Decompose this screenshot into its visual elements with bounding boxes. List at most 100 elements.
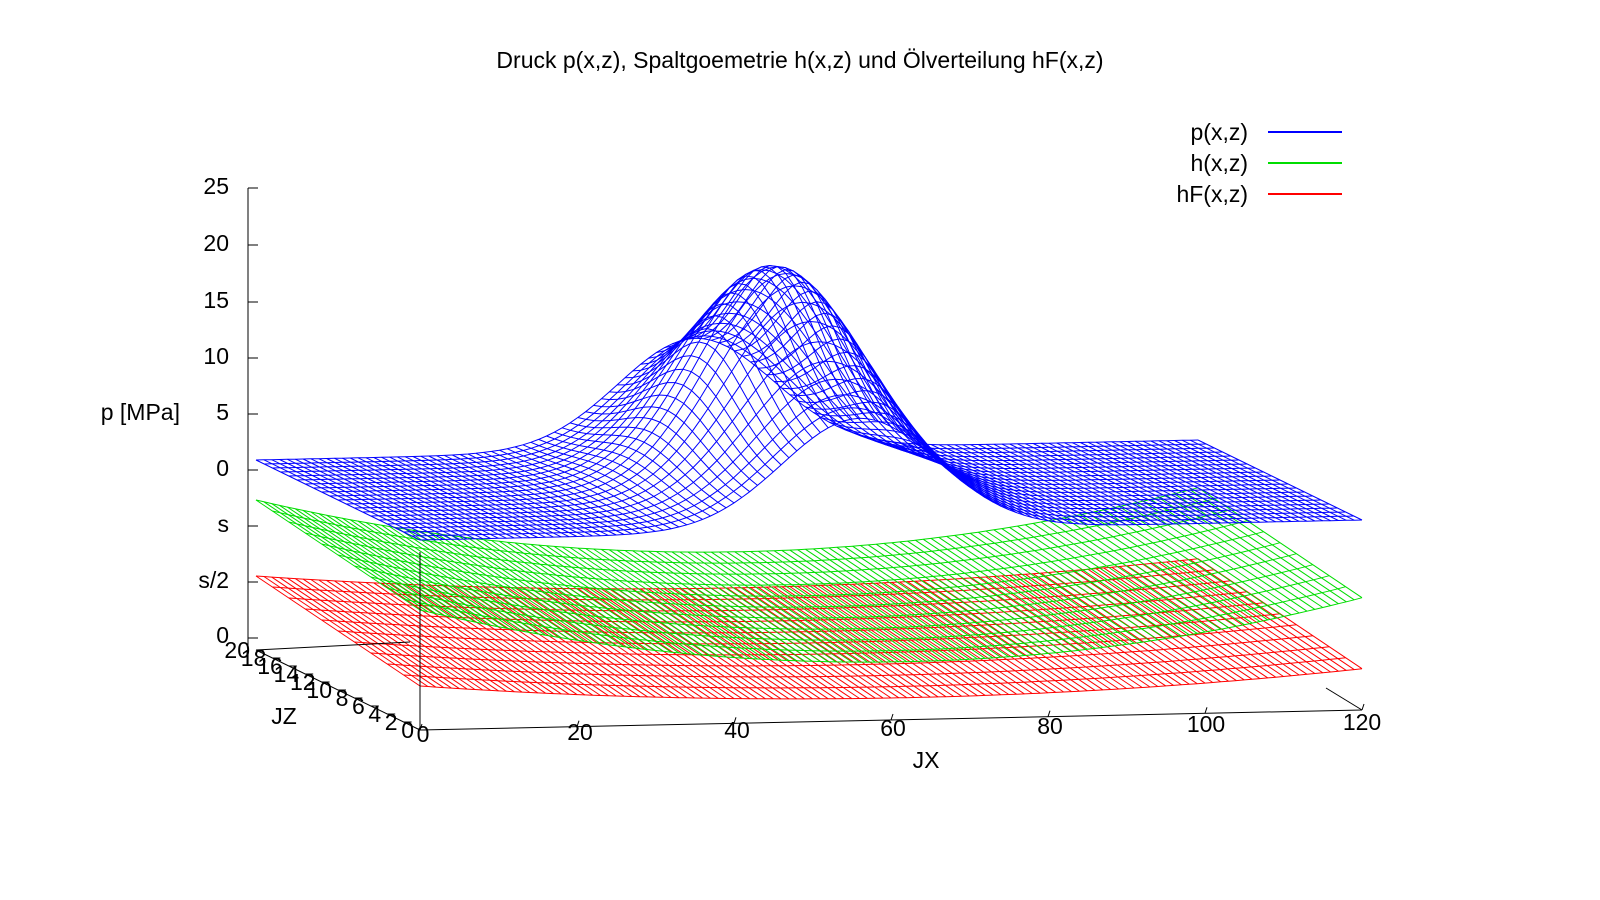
legend-label-h: h(x,z) (1191, 150, 1249, 176)
mesh-line (1025, 573, 1190, 685)
z-tick-label: 20 (203, 230, 229, 256)
mesh-line (554, 587, 719, 699)
x-axis-label: JX (913, 747, 940, 773)
mesh-line (1189, 559, 1355, 671)
x-tick-mark (1361, 703, 1365, 711)
mesh-line (1095, 511, 1261, 622)
mesh-line (766, 550, 931, 662)
mesh-line (1017, 443, 1182, 525)
mesh-line (287, 458, 452, 540)
mesh-line (1111, 507, 1276, 619)
mesh-line (868, 544, 1033, 656)
mesh-line (1056, 442, 1221, 524)
mesh-line (1111, 441, 1276, 523)
mesh-line (271, 459, 436, 541)
mesh-line (365, 582, 531, 693)
mesh-line (797, 585, 962, 697)
y-axis-label: JZ (271, 703, 297, 729)
x-tick-label: 40 (724, 717, 750, 743)
mesh-line (538, 587, 703, 699)
mesh-line (970, 444, 1135, 526)
mesh-line (365, 522, 531, 633)
mesh-line (1134, 440, 1300, 522)
mesh-line (1189, 489, 1355, 601)
mesh-line (593, 588, 758, 700)
mesh-line (554, 431, 719, 513)
mesh-line (514, 446, 680, 528)
mesh-line (734, 551, 900, 663)
mesh-line (381, 582, 546, 694)
mesh-line (264, 335, 1207, 465)
mesh-line (656, 551, 821, 662)
mesh-line (326, 458, 491, 539)
mesh-line (640, 588, 805, 700)
mesh-line (844, 584, 1010, 695)
mesh-line (1025, 524, 1190, 636)
mesh-line (985, 530, 1151, 642)
mesh-line (624, 341, 790, 459)
mesh-line (452, 454, 617, 536)
mesh-line (1064, 517, 1229, 629)
y-tick-label: 2 (385, 709, 398, 735)
mesh-line (962, 533, 1127, 645)
mesh-line (915, 580, 1080, 692)
mesh-line (467, 453, 633, 535)
mesh-line (664, 282, 829, 429)
mesh-line (295, 508, 460, 620)
mesh-line (444, 585, 609, 697)
mesh-line (781, 549, 947, 661)
mesh-line (554, 545, 719, 657)
z-tick-label: s/2 (198, 567, 229, 593)
mesh-line (1158, 440, 1324, 522)
mesh-line (609, 588, 774, 700)
mesh-line (546, 545, 711, 657)
mesh-line (483, 539, 648, 651)
mesh-line (546, 435, 711, 517)
mesh-line (381, 524, 546, 636)
mesh-line (436, 533, 601, 645)
mesh-line (499, 540, 664, 652)
mesh-line (1064, 442, 1229, 524)
y-tick-label: 18 (241, 645, 267, 671)
mesh-line (750, 312, 915, 443)
mesh-line (295, 578, 460, 690)
mesh-line (436, 455, 601, 537)
mesh-line (876, 438, 1041, 520)
mesh-line (797, 549, 962, 661)
mesh-line (349, 457, 515, 539)
mesh-line (671, 588, 837, 700)
mesh-line (1150, 440, 1316, 522)
mesh-line (346, 272, 1289, 505)
mesh-line (1166, 561, 1331, 673)
mesh-line (773, 550, 939, 662)
mesh-line (758, 325, 923, 449)
mesh-line (1197, 439, 1363, 521)
mesh-line (977, 444, 1143, 525)
mesh-line (491, 450, 656, 532)
mesh-line (1111, 566, 1276, 678)
back-edge-line (255, 641, 411, 651)
mesh-line (420, 455, 586, 537)
mesh-line (404, 528, 570, 640)
mesh-line (632, 327, 798, 452)
mesh-line (930, 444, 1096, 525)
mesh-line (993, 443, 1159, 525)
mesh-line (1158, 562, 1324, 674)
mesh-line (609, 368, 774, 473)
mesh-line (656, 588, 821, 700)
y-tick-label: 10 (306, 677, 332, 703)
mesh-line (1048, 442, 1214, 524)
mesh-line (617, 355, 782, 466)
mesh-line (1174, 440, 1339, 521)
mesh-line (1048, 520, 1214, 632)
mesh-line (687, 588, 853, 700)
axes (247, 187, 1365, 731)
mesh-line (1103, 567, 1269, 679)
mesh-line (1174, 560, 1339, 672)
mesh-line (632, 588, 798, 700)
mesh-line (1182, 559, 1347, 671)
mesh-line (946, 444, 1112, 526)
mesh-line (561, 427, 727, 509)
mesh-line (499, 586, 664, 698)
